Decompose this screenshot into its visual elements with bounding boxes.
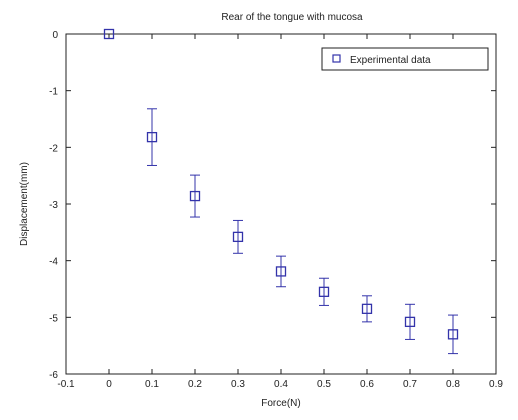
legend-marker-square: [332, 54, 341, 63]
x-tick-label: -0.1: [57, 379, 75, 390]
y-tick-label: -2: [49, 143, 58, 154]
y-tick-label: 0: [52, 30, 58, 41]
legend: Experimental data: [321, 47, 489, 71]
x-tick-label: 0.7: [403, 379, 417, 390]
data-point: [146, 131, 158, 143]
y-axis: 0 -1 -2 -3 -4 -5 -6: [49, 30, 496, 381]
series-experimental-data: [103, 28, 459, 355]
x-tick-label: 0: [106, 379, 112, 390]
data-point: [189, 190, 201, 202]
x-tick-label: 0.5: [317, 379, 331, 390]
plot-area: [65, 33, 497, 375]
y-tick-label: -6: [49, 370, 58, 381]
x-tick-label: 0.9: [489, 379, 503, 390]
data-point: [275, 266, 287, 277]
data-point: [361, 303, 373, 314]
x-axis-label: Force(N): [261, 398, 300, 409]
y-tick-label: -3: [49, 200, 58, 211]
y-tick-label: -5: [49, 313, 58, 324]
y-axis-label: Displacement(mm): [19, 162, 30, 246]
x-tick-label: 0.6: [360, 379, 374, 390]
data-point: [103, 28, 115, 40]
data-point: [232, 231, 244, 243]
legend-entry: Experimental data: [350, 55, 431, 66]
x-tick-label: 0.8: [446, 379, 460, 390]
y-tick-label: -4: [49, 257, 58, 268]
data-point: [404, 316, 416, 328]
y-tick-label: -1: [49, 87, 58, 98]
data-point: [318, 286, 330, 297]
data-point: [447, 329, 459, 340]
legend-box: [321, 47, 489, 71]
x-tick-label: 0.4: [274, 379, 288, 390]
chart-title: Rear of the tongue with mucosa: [221, 12, 363, 23]
x-tick-label: 0.2: [188, 379, 202, 390]
x-tick-label: 0.3: [231, 379, 245, 390]
x-tick-label: 0.1: [145, 379, 159, 390]
x-axis: -0.1 0 0.1 0.2 0.3 0.4 0.5 0.6 0.7 0.8 0.9: [57, 34, 503, 390]
